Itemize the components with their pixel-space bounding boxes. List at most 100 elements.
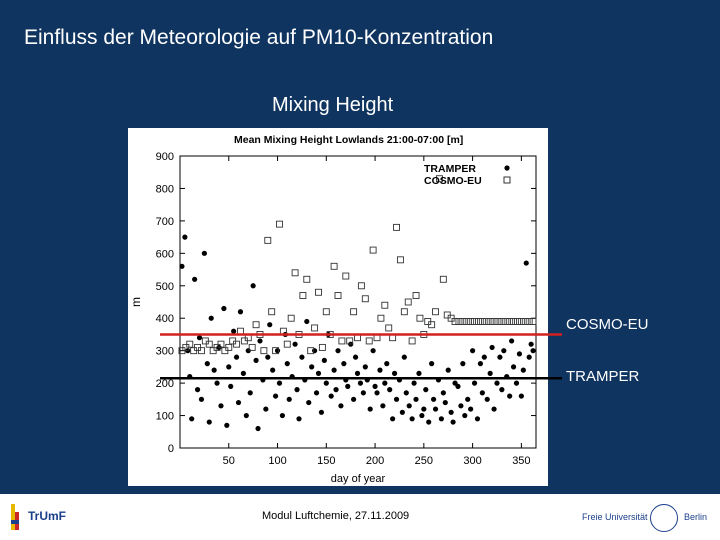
cosmo-eu-point bbox=[506, 318, 514, 325]
reference-label-cosmo: COSMO-EU bbox=[566, 316, 649, 333]
cosmo-eu-point bbox=[396, 256, 404, 264]
tramper-point bbox=[323, 380, 329, 386]
tramper-point bbox=[487, 370, 493, 376]
tramper-point bbox=[260, 377, 266, 383]
tramper-point bbox=[321, 357, 327, 363]
cosmo-eu-point bbox=[346, 337, 354, 345]
tramper-point bbox=[341, 361, 347, 367]
x-tick-label: 350 bbox=[512, 455, 530, 467]
legend-marker-square bbox=[503, 176, 511, 184]
trumf-logo: TrUmF bbox=[8, 500, 68, 534]
y-tick-label: 600 bbox=[156, 248, 174, 260]
tramper-point bbox=[201, 250, 207, 256]
cosmo-eu-point bbox=[373, 334, 381, 342]
tramper-point bbox=[481, 354, 487, 360]
tramper-point bbox=[440, 390, 446, 396]
tramper-point bbox=[313, 390, 320, 396]
tramper-point bbox=[367, 406, 373, 412]
x-tick-label: 50 bbox=[223, 455, 235, 467]
cosmo-eu-point bbox=[342, 272, 350, 280]
tramper-point bbox=[432, 406, 439, 412]
tramper-point bbox=[352, 354, 359, 360]
tramper-point bbox=[518, 393, 524, 399]
y-tick-label: 300 bbox=[156, 346, 174, 358]
tramper-point bbox=[345, 383, 351, 389]
tramper-point bbox=[263, 406, 269, 412]
cosmo-eu-point bbox=[334, 292, 342, 299]
chart-svg: Mean Mixing Height Lowlands 21:00-07:00 … bbox=[129, 134, 537, 485]
cosmo-eu-point bbox=[369, 246, 377, 254]
footer-text: Modul Luftchemie, 27.11.2009 bbox=[262, 510, 410, 522]
tramper-point bbox=[253, 357, 259, 363]
tramper-point bbox=[296, 416, 302, 422]
cosmo-eu-point bbox=[525, 318, 533, 325]
tramper-point bbox=[211, 367, 217, 373]
y-tick-label: 900 bbox=[156, 151, 174, 163]
tramper-point bbox=[370, 348, 376, 354]
tramper-point bbox=[477, 361, 484, 367]
cosmo-eu-point bbox=[276, 220, 283, 228]
tramper-point bbox=[438, 416, 444, 422]
tramper-point bbox=[445, 367, 451, 373]
tramper-point bbox=[192, 276, 198, 282]
cosmo-eu-point bbox=[381, 301, 389, 309]
chart-title: Mean Mixing Height Lowlands 21:00-07:00 … bbox=[234, 134, 463, 146]
tramper-point bbox=[228, 383, 234, 389]
cosmo-eu-point bbox=[428, 321, 436, 329]
cosmo-eu-point bbox=[514, 318, 521, 325]
cosmo-eu-point bbox=[268, 308, 276, 316]
legend-label: TRAMPER bbox=[424, 163, 476, 175]
university-seal-icon bbox=[650, 504, 678, 532]
cosmo-eu-point bbox=[385, 324, 393, 332]
tramper-point bbox=[479, 390, 485, 396]
tramper-point bbox=[333, 387, 339, 393]
cosmo-eu-point bbox=[186, 340, 194, 348]
slide-title: Einfluss der Meteorologie auf PM10-Konze… bbox=[24, 26, 494, 49]
cosmo-eu-point bbox=[283, 340, 291, 348]
fu-logo-text-b: Berlin bbox=[684, 512, 708, 522]
cosmo-eu-point bbox=[233, 340, 241, 348]
cosmo-eu-point bbox=[252, 321, 260, 329]
tramper-point bbox=[335, 348, 341, 354]
cosmo-eu-point bbox=[311, 324, 319, 332]
tramper-point bbox=[198, 396, 205, 402]
footer: TrUmF Modul Luftchemie, 27.11.2009 Freie… bbox=[0, 494, 720, 540]
cosmo-eu-point bbox=[217, 340, 225, 348]
tramper-point bbox=[265, 354, 271, 360]
tramper-point bbox=[284, 361, 290, 367]
cosmo-eu-point bbox=[482, 318, 490, 325]
cosmo-eu-point bbox=[471, 318, 479, 325]
tramper-point bbox=[484, 396, 490, 402]
cosmo-eu-point bbox=[330, 262, 338, 270]
tramper-point bbox=[221, 305, 227, 312]
cosmo-eu-point bbox=[510, 318, 518, 325]
plot-frame bbox=[179, 155, 537, 449]
cosmo-eu-point bbox=[318, 343, 326, 351]
tramper-point bbox=[465, 396, 471, 402]
tramper-point bbox=[494, 380, 500, 386]
tramper-point bbox=[343, 377, 349, 383]
tramper-point bbox=[499, 387, 505, 393]
tramper-point bbox=[429, 361, 435, 367]
tramper-point bbox=[196, 335, 203, 341]
y-tick-label: 0 bbox=[168, 443, 174, 455]
reference-label-tramper: TRAMPER bbox=[566, 368, 640, 385]
cosmo-eu-point bbox=[315, 288, 322, 296]
tramper-point bbox=[391, 370, 398, 376]
tramper-point bbox=[416, 370, 422, 376]
cosmo-eu-point bbox=[377, 314, 385, 322]
tramper-point bbox=[430, 396, 437, 402]
tramper-point bbox=[382, 380, 388, 386]
x-tick-label: 300 bbox=[463, 455, 481, 467]
tramper-point bbox=[509, 338, 515, 344]
y-tick-label: 200 bbox=[156, 378, 174, 390]
cosmo-eu-point bbox=[248, 343, 256, 351]
tramper-point bbox=[204, 361, 210, 367]
tramper-point bbox=[233, 354, 240, 360]
scatter-chart: Mean Mixing Height Lowlands 21:00-07:00 … bbox=[128, 128, 548, 486]
cosmo-eu-point bbox=[389, 334, 397, 342]
tramper-point bbox=[426, 419, 432, 425]
cosmo-eu-point bbox=[451, 318, 459, 325]
tramper-point bbox=[523, 260, 529, 266]
legend-marker-circle bbox=[504, 165, 510, 171]
